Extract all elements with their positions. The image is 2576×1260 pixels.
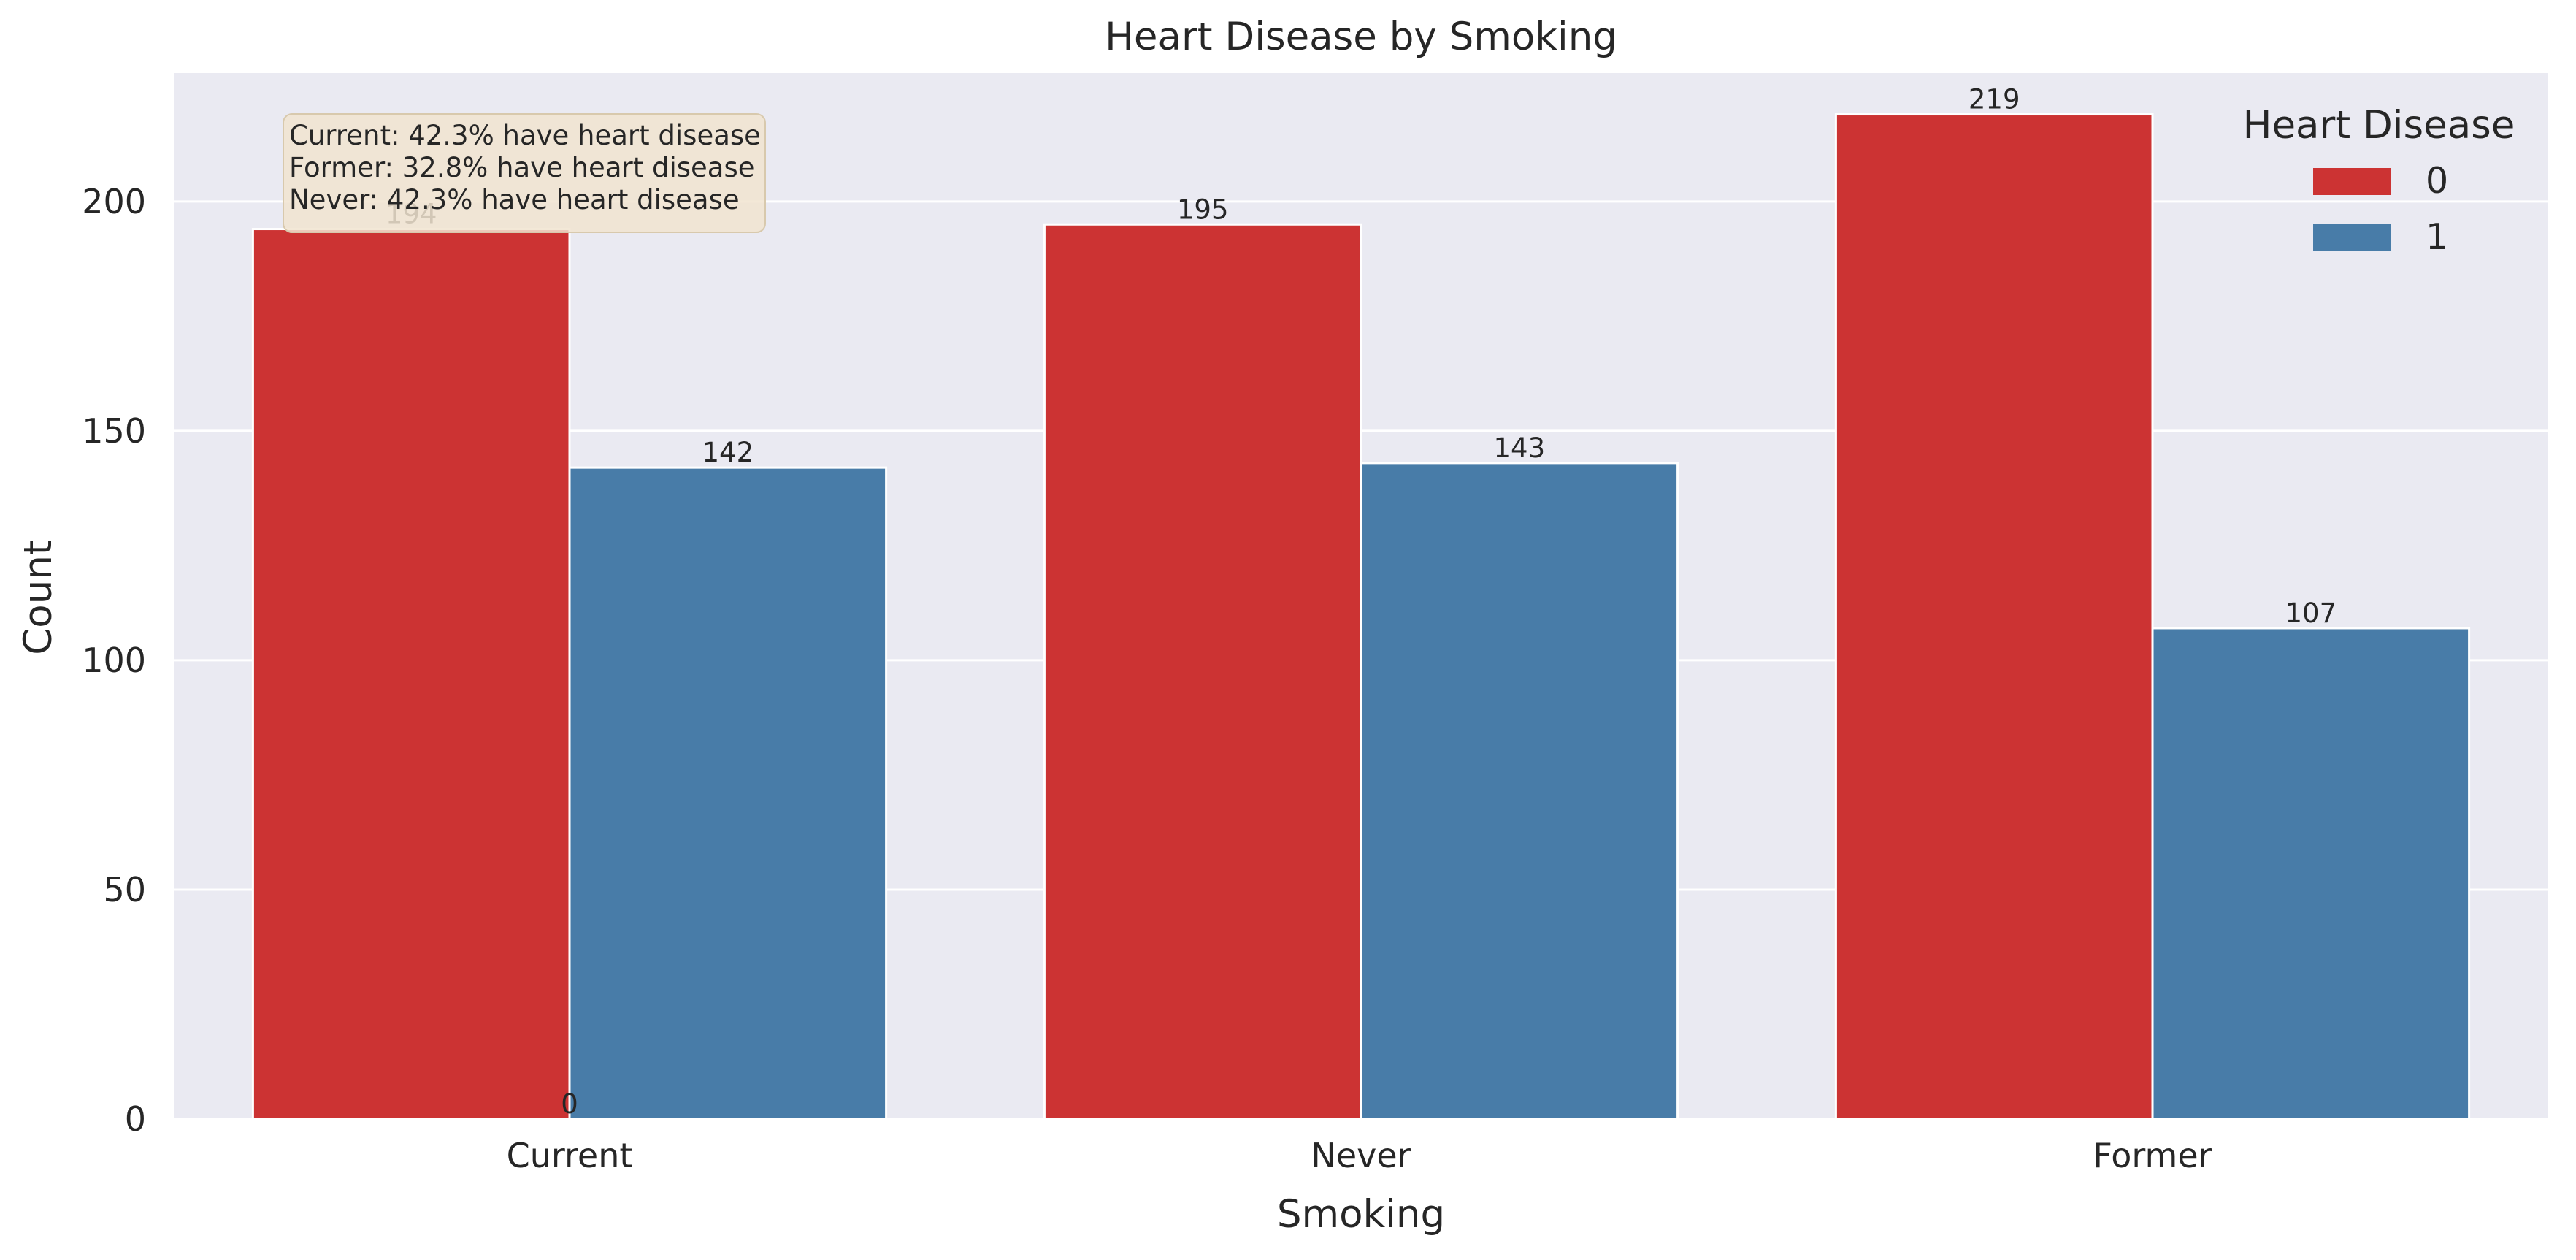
bar-labels: 1941421951432191070 [386,84,2337,1120]
bar-never-1 [1360,462,1679,1120]
bar-former-1 [2151,627,2471,1120]
bar-never-0 [1043,223,1362,1120]
bars [251,113,2471,1120]
annotation-background [283,113,766,233]
x-axis-ticks: Current Never Former [507,1136,2212,1175]
legend-title: Heart Disease [2243,103,2515,148]
bar-value-label: 107 [2285,597,2337,629]
bar-value-label: 195 [1177,194,1229,225]
legend: Heart Disease 0 1 [2243,103,2515,258]
y-tick-label: 0 [125,1099,146,1139]
bar-current-0 [251,228,571,1120]
y-tick-label: 100 [82,641,146,680]
legend-swatch [2313,168,2391,195]
y-tick-label: 50 [103,870,146,909]
y-axis-title: Count [16,540,61,654]
legend-swatch [2313,224,2391,251]
y-tick-label: 200 [82,182,146,221]
annotation-box: Current: 42.3% have heart diseaseFormer:… [283,113,766,233]
x-tick-label: Never [1311,1136,1411,1175]
y-tick-label: 150 [82,411,146,451]
bar-value-label: 142 [702,437,754,468]
annotation-line: Former: 32.8% have heart disease [289,152,755,183]
chart-title: Heart Disease by Smoking [1105,15,1617,59]
bar-value-label: 143 [1493,432,1545,464]
x-tick-label: Current [507,1136,633,1175]
annotation-line: Current: 42.3% have heart disease [289,120,761,151]
legend-label: 1 [2426,216,2448,258]
bar-value-label: 219 [1969,84,2020,115]
x-axis-title: Smoking [1277,1192,1445,1237]
bar-current-1 [568,466,888,1120]
legend-label: 0 [2426,160,2448,202]
x-tick-label: Former [2093,1136,2212,1175]
bar-former-0 [1834,113,2154,1120]
extra-value-label: 0 [561,1088,578,1120]
annotation-line: Never: 42.3% have heart disease [289,184,740,215]
y-axis-ticks: 0 50 100 150 200 [82,182,146,1139]
